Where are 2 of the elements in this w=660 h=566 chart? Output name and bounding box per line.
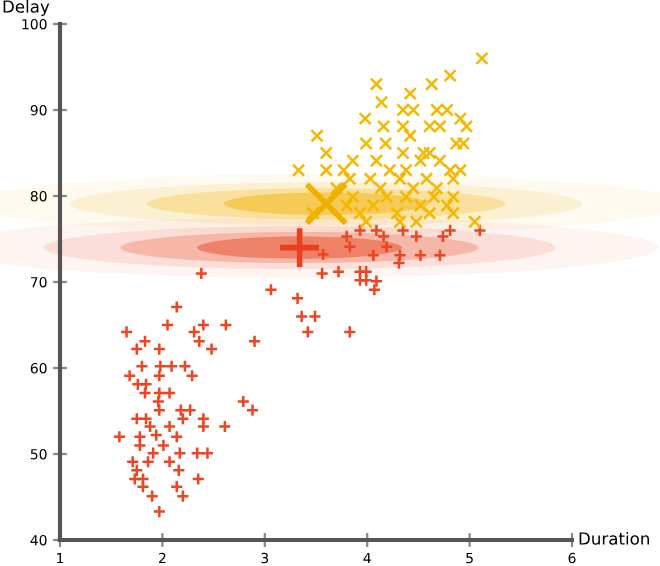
y-axis-title: Delay bbox=[3, 0, 50, 17]
x-axis-title: Duration bbox=[579, 531, 649, 545]
